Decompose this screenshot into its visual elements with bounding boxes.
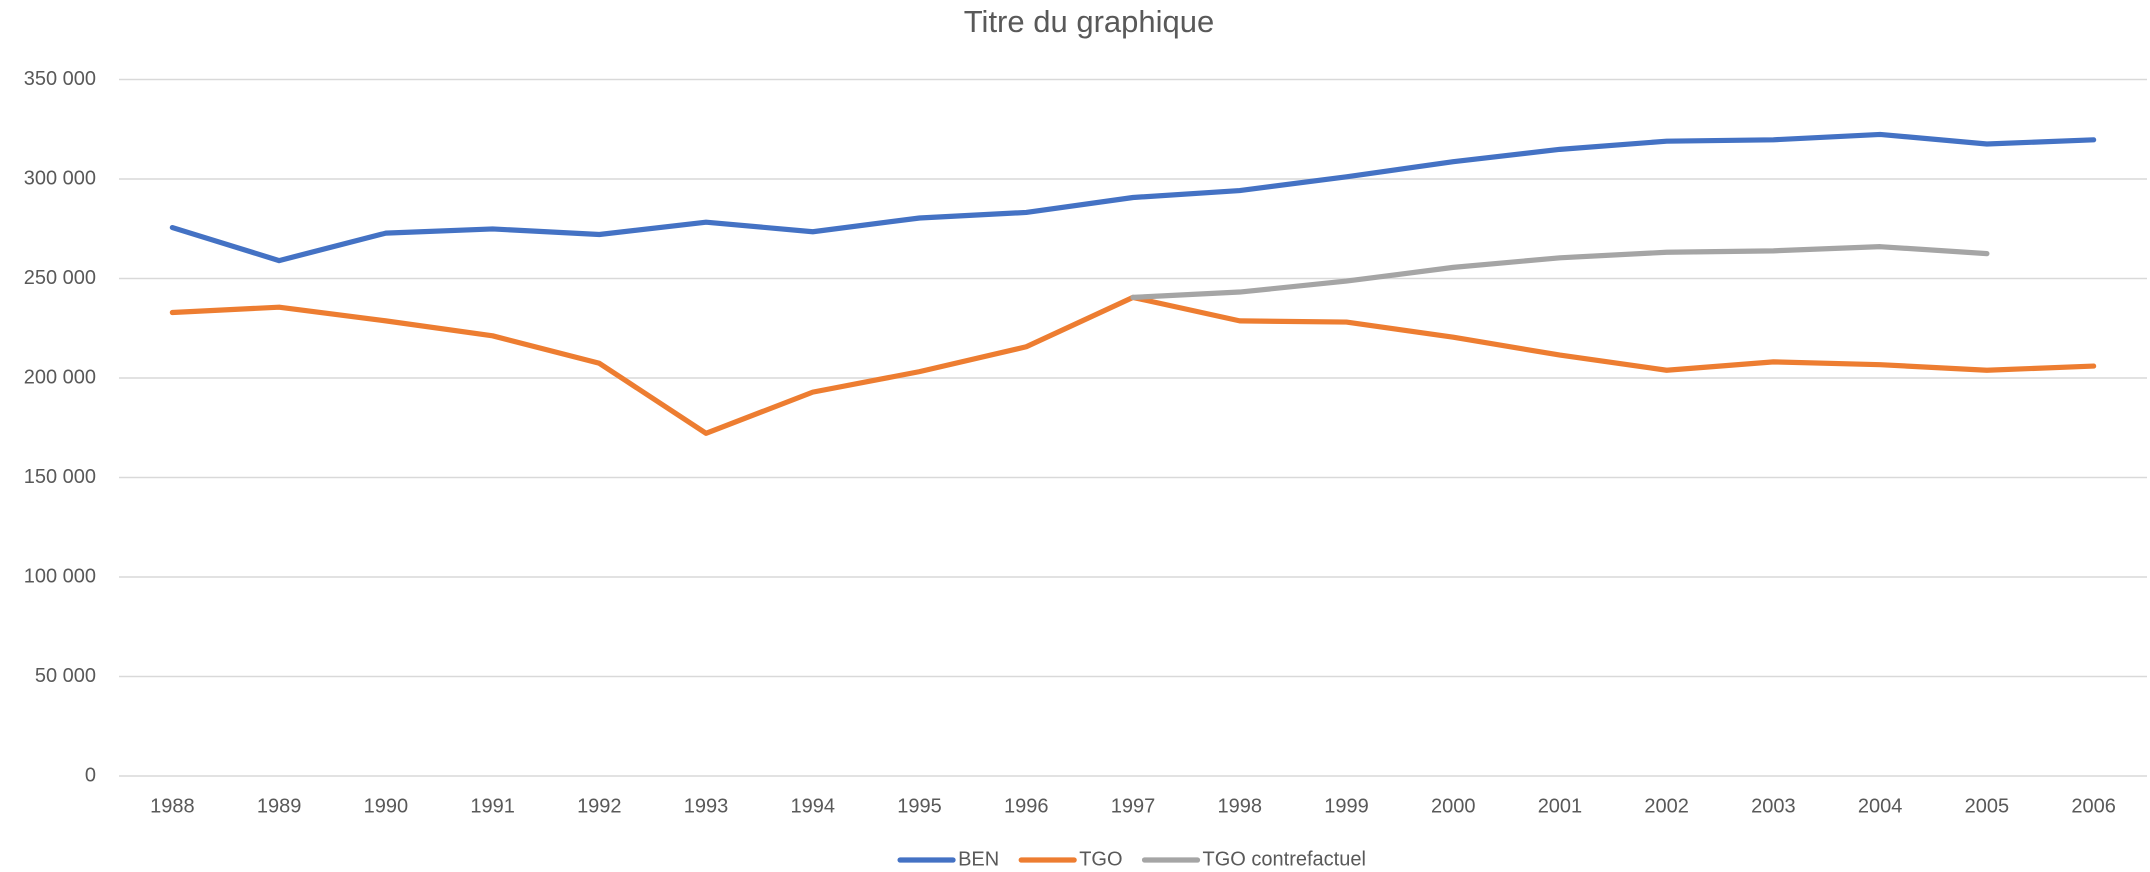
x-tick-label: 1995 bbox=[897, 795, 942, 817]
legend-label: TGO contrefactuel bbox=[1203, 848, 1366, 870]
x-tick-label: 2000 bbox=[1431, 795, 1476, 817]
x-tick-label: 1997 bbox=[1111, 795, 1156, 817]
x-tick-label: 1990 bbox=[364, 795, 409, 817]
series-line bbox=[169, 294, 2097, 436]
y-tick-label: 300 000 bbox=[24, 167, 96, 189]
y-tick-label: 100 000 bbox=[24, 565, 96, 587]
legend: BEN TGO TGO contrefactuel bbox=[897, 848, 1366, 870]
x-tick-label: 2006 bbox=[2071, 795, 2116, 817]
series-line bbox=[1130, 244, 1990, 300]
series-line bbox=[169, 131, 2097, 264]
x-tick-label: 2005 bbox=[1965, 795, 2010, 817]
x-tick-label: 1993 bbox=[684, 795, 729, 817]
x-tick-label: 1994 bbox=[791, 795, 836, 817]
y-tick-label: 250 000 bbox=[24, 267, 96, 289]
chart-title: Titre du graphique bbox=[964, 4, 1214, 39]
x-tick-label: 1992 bbox=[577, 795, 622, 817]
x-tick-label: 2003 bbox=[1751, 795, 1796, 817]
y-tick-label: 350 000 bbox=[24, 68, 96, 90]
x-tick-label: 1996 bbox=[1004, 795, 1049, 817]
x-tick-label: 1998 bbox=[1217, 795, 1262, 817]
y-tick-label: 150 000 bbox=[24, 466, 96, 488]
x-tick-label: 1988 bbox=[150, 795, 195, 817]
x-tick-label: 2001 bbox=[1538, 795, 1583, 817]
y-tick-label: 50 000 bbox=[35, 665, 96, 687]
legend-label: BEN bbox=[958, 848, 999, 870]
x-tick-label: 2004 bbox=[1858, 795, 1903, 817]
x-tick-label: 1989 bbox=[257, 795, 302, 817]
legend-label: TGO bbox=[1079, 848, 1122, 870]
x-tick-label: 1991 bbox=[470, 795, 515, 817]
x-tick-label: 2002 bbox=[1644, 795, 1689, 817]
y-tick-label: 200 000 bbox=[24, 366, 96, 388]
x-tick-label: 1999 bbox=[1324, 795, 1369, 817]
y-tick-label: 0 bbox=[85, 764, 96, 786]
